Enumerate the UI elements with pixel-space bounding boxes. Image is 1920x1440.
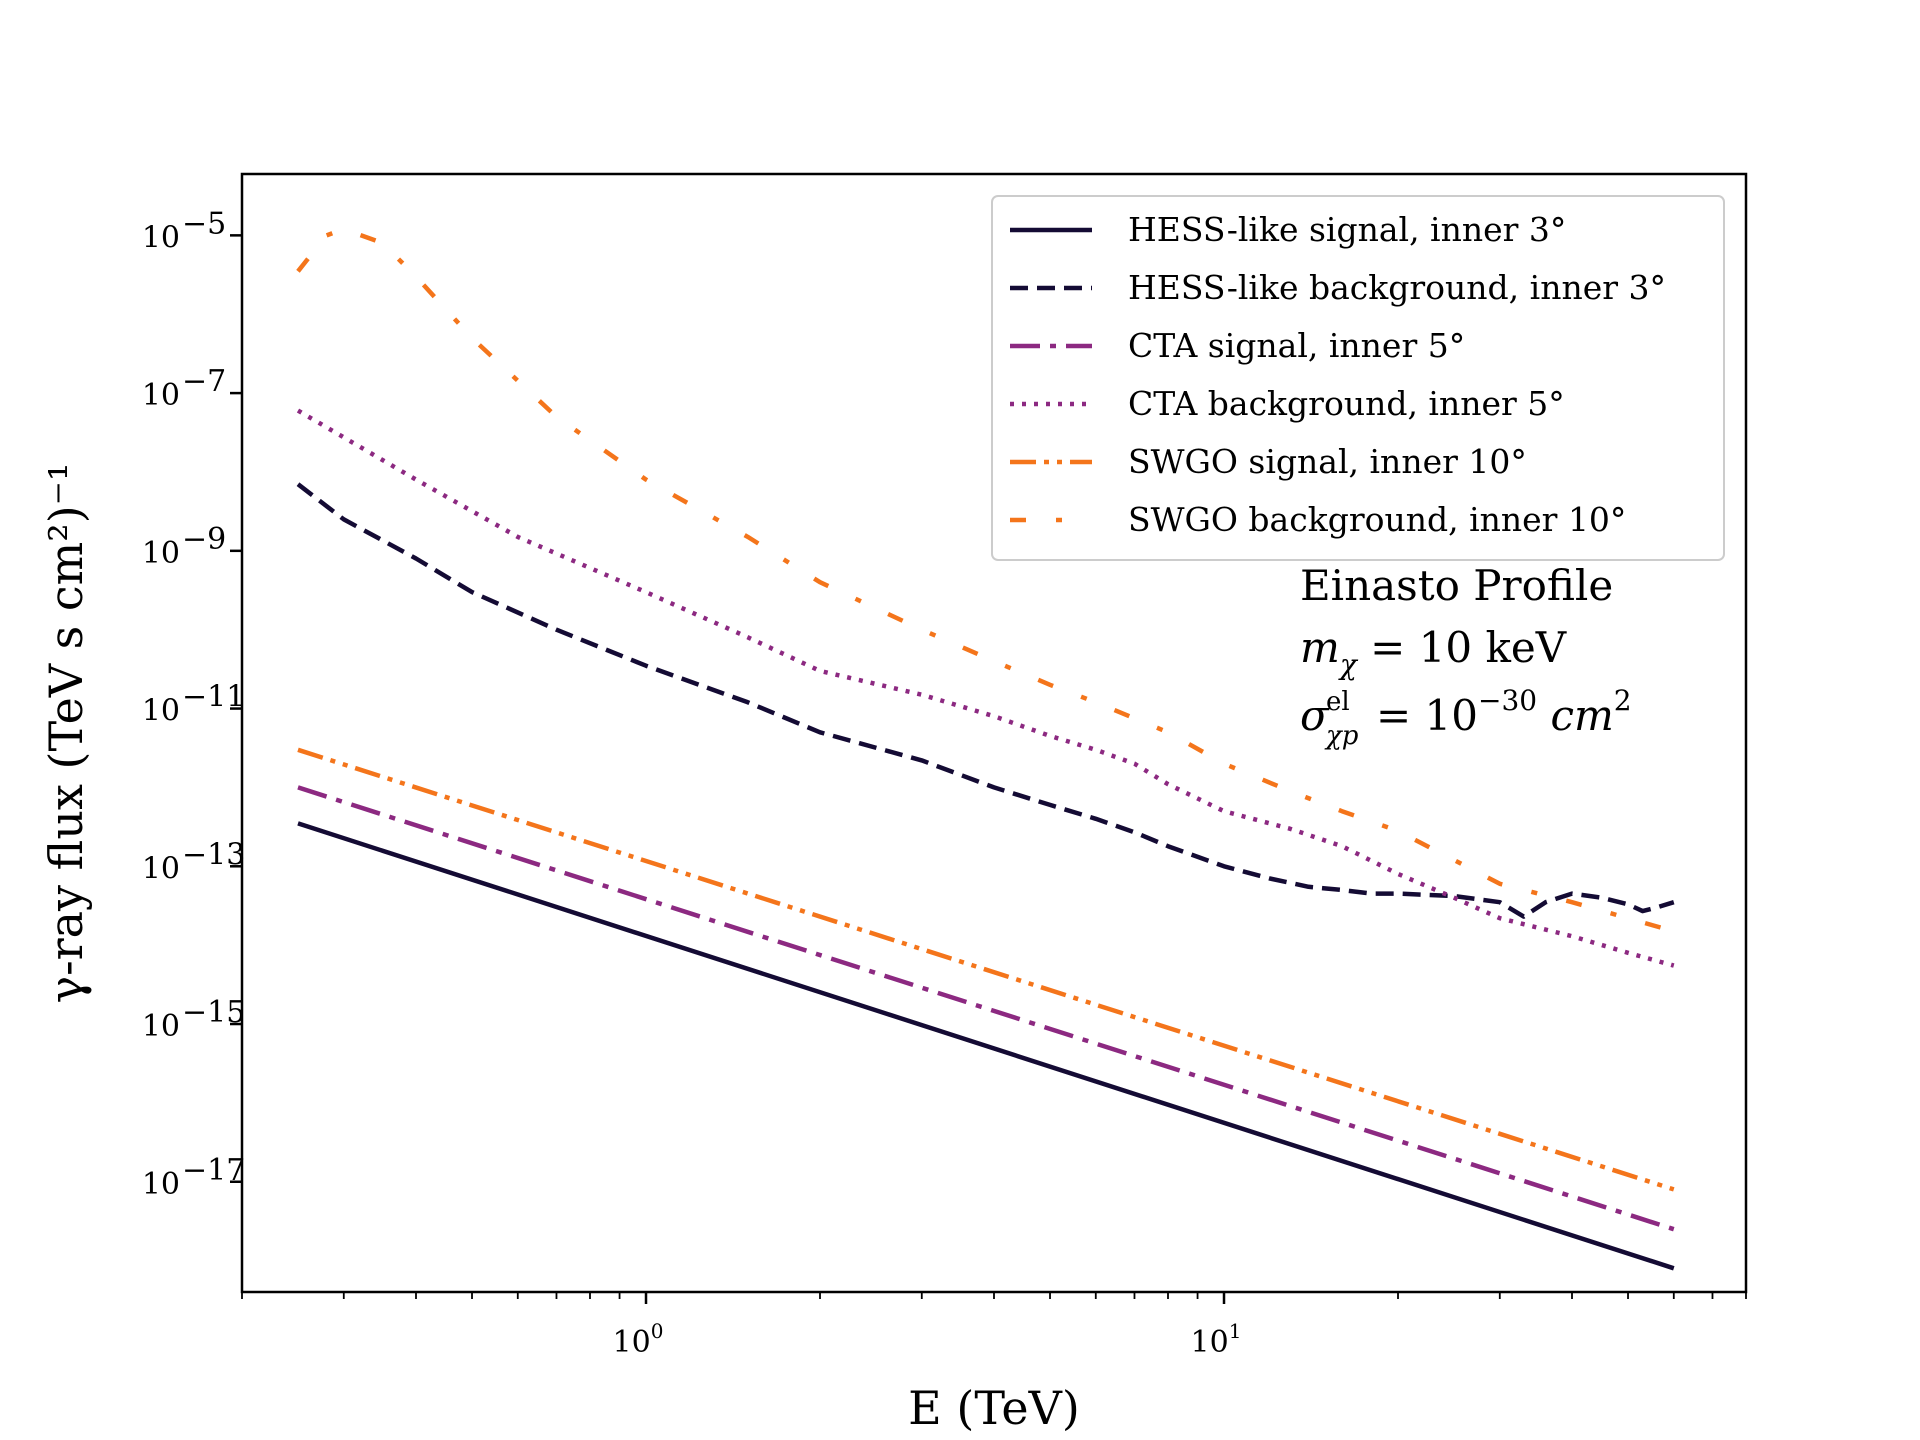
annotation-mass-symbol: m xyxy=(1300,623,1340,672)
y-tick-exponent-5: −13 xyxy=(182,837,245,872)
x-axis-ticks: 100 101 xyxy=(241,1292,1747,1360)
annotation-sigma-sup: el xyxy=(1326,687,1350,717)
annotation-mass-value: = 10 keV xyxy=(1357,623,1567,672)
y-axis-label: γ-ray flux (TeV s cm²)⁻¹ xyxy=(39,463,93,1004)
series-line-3 xyxy=(297,785,1675,1232)
y-tick-exponent-4: −11 xyxy=(182,680,245,715)
series-line-1 xyxy=(297,821,1675,1271)
legend-label-2: HESS-like background, inner 3° xyxy=(1128,268,1666,307)
legend-label-3: CTA signal, inner 5° xyxy=(1128,326,1465,365)
annotation-cross-section-unit-exp: 2 xyxy=(1614,684,1632,717)
legend-label-4: CTA background, inner 5° xyxy=(1128,384,1565,423)
y-tick-label-5: 10 xyxy=(142,851,180,886)
annotation-profile: Einasto Profile xyxy=(1300,561,1613,610)
y-tick-label-4: 10 xyxy=(142,694,180,729)
x-tick-label-2: 101 xyxy=(1191,1319,1242,1360)
annotation: Einasto Profile mχ = 10 keV σ el χp = 10… xyxy=(1300,561,1632,754)
legend-label-5: SWGO signal, inner 10° xyxy=(1128,442,1527,481)
series-line-4 xyxy=(296,408,1675,968)
annotation-cross-section-unit: cm xyxy=(1537,691,1614,740)
series-layer xyxy=(296,226,1675,1271)
y-tick-label-1: 10 xyxy=(142,220,180,255)
x-tick-label-1: 100 xyxy=(613,1319,664,1360)
y-tick-exponent-2: −7 xyxy=(182,364,226,399)
legend-box xyxy=(991,195,1725,561)
annotation-cross-section-exp: −30 xyxy=(1478,684,1537,717)
y-tick-exponent-1: −5 xyxy=(182,206,226,241)
annotation-mass-sub: χ xyxy=(1338,648,1359,681)
series-line-5 xyxy=(297,747,1675,1192)
legend-label-1: HESS-like signal, inner 3° xyxy=(1128,210,1566,249)
annotation-sigma: σ xyxy=(1300,691,1330,740)
annotation-sigma-sub: χp xyxy=(1324,721,1359,751)
series-line-2 xyxy=(296,482,1675,919)
y-tick-label-6: 10 xyxy=(142,1009,180,1044)
y-tick-label-2: 10 xyxy=(142,378,180,413)
y-tick-exponent-3: −9 xyxy=(182,522,226,557)
x-axis-label: E (TeV) xyxy=(908,1381,1080,1435)
annotation-cross-section-eq: = 10 xyxy=(1376,691,1478,740)
legend-label-6: SWGO background, inner 10° xyxy=(1128,500,1626,539)
y-tick-exponent-6: −15 xyxy=(182,995,245,1030)
annotation-cross-section: σ el χp = 10−30 cm2 xyxy=(1300,671,1632,754)
y-tick-exponent-7: −17 xyxy=(182,1153,245,1188)
y-tick-label-3: 10 xyxy=(142,536,180,571)
annotation-mass: mχ = 10 keV xyxy=(1300,623,1567,681)
legend: HESS-like signal, inner 3° HESS-like back… xyxy=(991,195,1725,561)
y-tick-label-7: 10 xyxy=(142,1167,180,1202)
